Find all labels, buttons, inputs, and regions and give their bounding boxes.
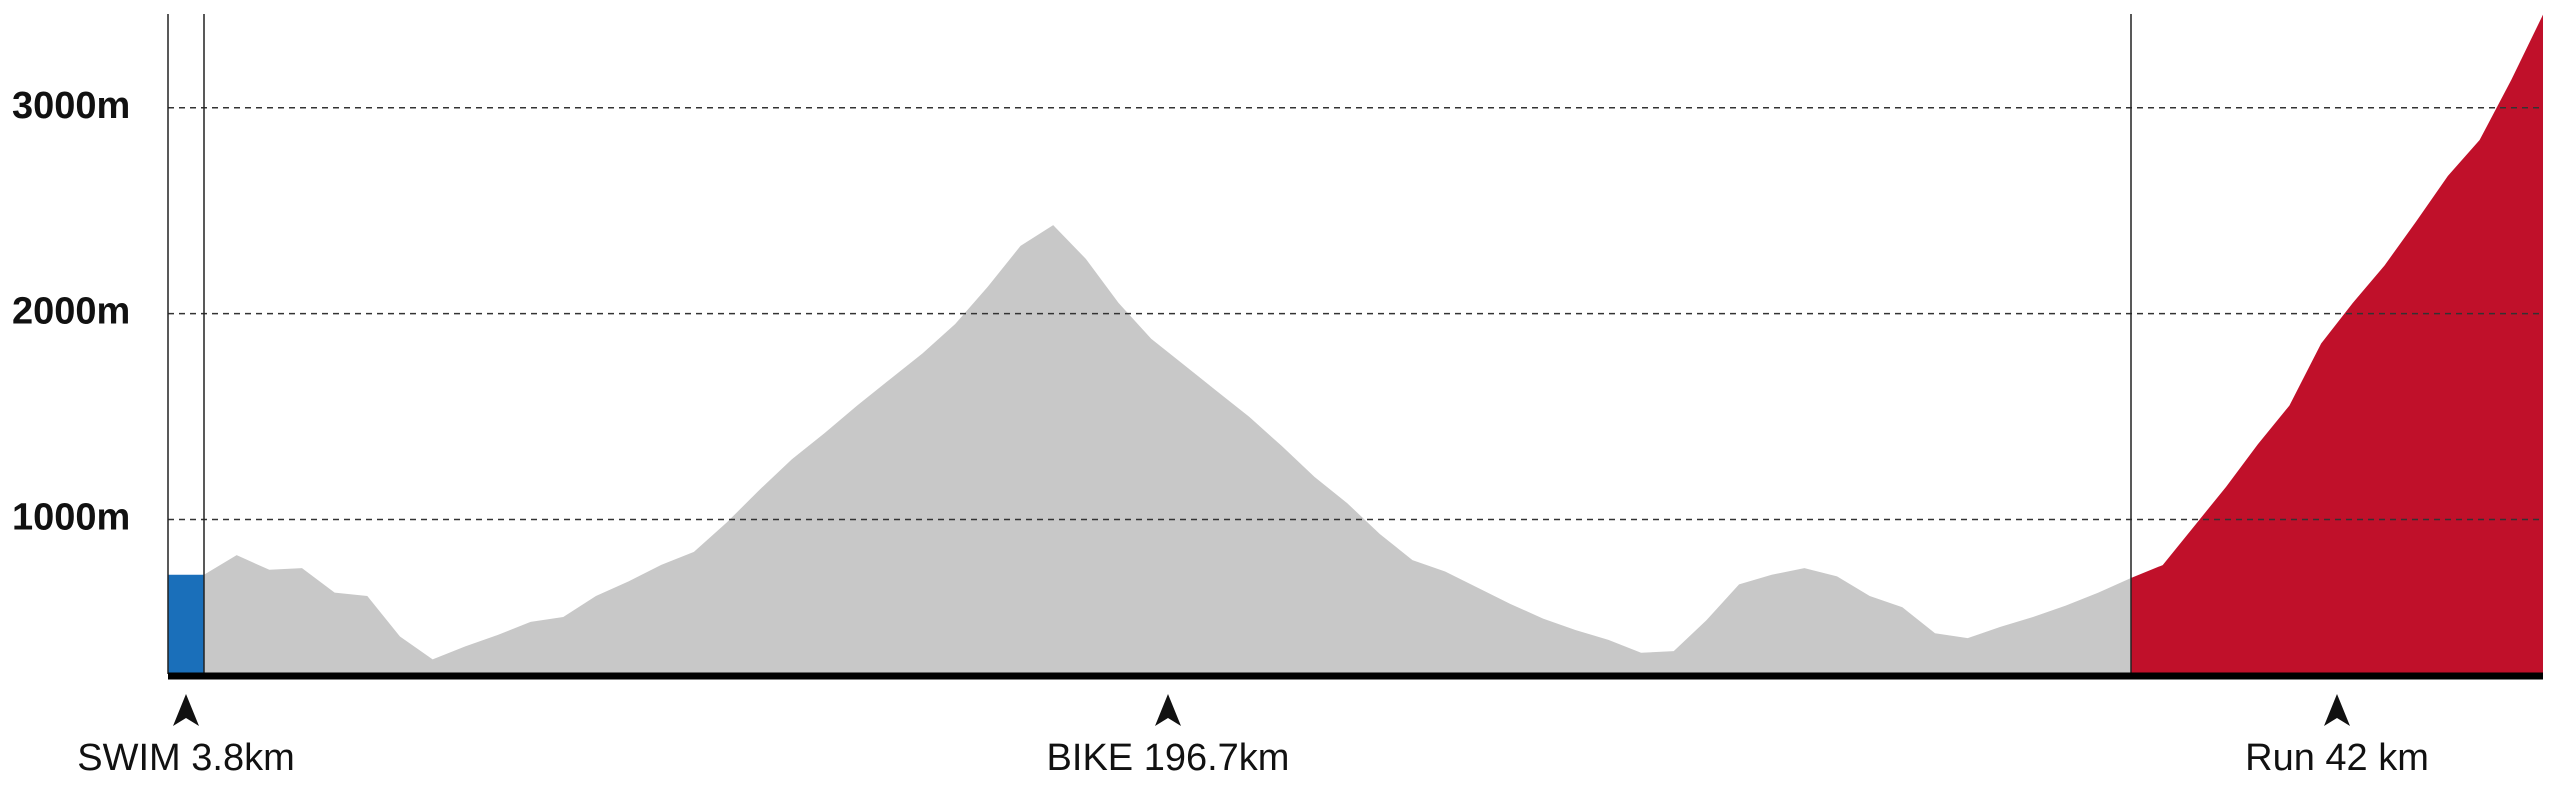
marker-arrow <box>2324 694 2350 726</box>
y-tick-label: 2000m <box>12 291 130 333</box>
segment-label: SWIM 3.8km <box>77 737 294 779</box>
y-tick-label: 1000m <box>12 497 130 539</box>
marker-arrow <box>173 694 199 726</box>
elevation-area <box>2131 14 2543 675</box>
elevation-area <box>204 225 2131 675</box>
segment-label: Run 42 km <box>2245 737 2429 779</box>
y-tick-label: 3000m <box>12 85 130 127</box>
elevation-area <box>168 574 204 674</box>
segment-label: BIKE 196.7km <box>1047 737 1290 779</box>
marker-arrow <box>1155 694 1181 726</box>
